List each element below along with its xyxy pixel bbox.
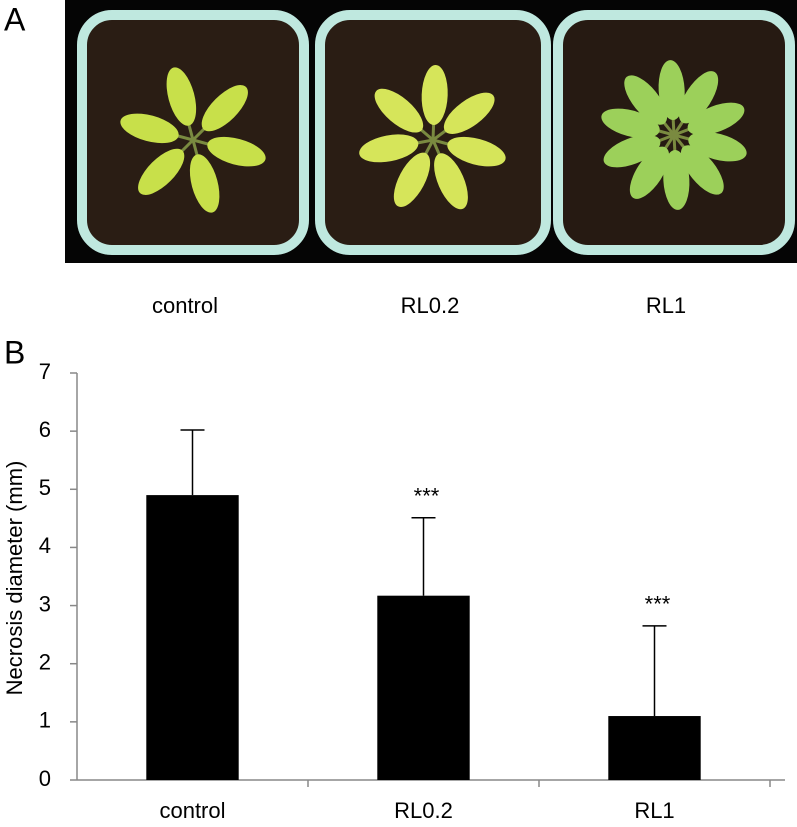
leaf [189,154,220,213]
panel-label: B [4,334,25,370]
x-tick-label: RL0.2 [394,798,453,823]
bar [377,595,470,780]
error-bar [411,517,436,596]
leaf [359,134,419,163]
leaf [166,67,197,126]
photo-label: RL0.2 [401,293,460,318]
leaf [624,75,668,125]
leaf [421,65,448,126]
photo-label: control [152,293,218,318]
leaf [374,88,424,133]
photo-label: RL1 [646,293,686,318]
x-tick-label: RL1 [634,798,674,823]
leaf [603,134,661,168]
leaf [434,153,468,210]
significance-label: *** [645,592,671,617]
leaf [663,149,690,210]
leaf [120,113,179,144]
leaf [138,148,185,195]
y-tick-label: 0 [39,766,51,791]
y-tick-label: 7 [39,359,51,384]
error-bar [180,429,205,496]
significance-label: *** [414,484,440,509]
y-tick-label: 6 [39,417,51,442]
leaf [687,102,745,136]
bar [608,716,701,780]
leaf [678,71,719,124]
leaf [393,152,431,207]
leaf [207,136,266,167]
leaf [201,85,248,132]
y-tick-label: 2 [39,650,51,675]
plant-photo [65,0,797,263]
x-tick-label: control [159,798,225,823]
y-tick-label: 5 [39,475,51,500]
y-tick-label: 4 [39,533,51,558]
bar [146,495,239,780]
error-bar [642,625,667,717]
pot [77,10,309,255]
y-axis-label: Necrosis diameter (mm) [2,461,27,696]
y-tick-label: 3 [39,591,51,616]
leaf [680,145,724,195]
leaf [443,92,495,134]
panel-label: A [4,1,26,37]
leaf [658,60,685,121]
y-tick-label: 1 [39,708,51,733]
leaf [447,136,506,167]
leaf [629,146,670,199]
